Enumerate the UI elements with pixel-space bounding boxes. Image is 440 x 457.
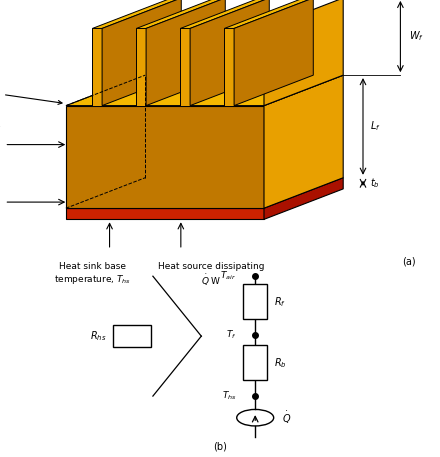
Polygon shape <box>264 75 343 208</box>
Text: $T_{air}$: $T_{air}$ <box>220 270 237 282</box>
Text: $t_b$: $t_b$ <box>370 176 379 190</box>
Text: $R_b$: $R_b$ <box>274 356 286 370</box>
Polygon shape <box>264 178 343 219</box>
Text: $R_f$: $R_f$ <box>274 295 286 308</box>
Polygon shape <box>102 0 181 106</box>
Text: $\dot{Q}$: $\dot{Q}$ <box>282 409 291 426</box>
Text: $T_f$: $T_f$ <box>226 329 237 341</box>
Text: $W_f$: $W_f$ <box>409 30 424 43</box>
Text: $L_f$: $L_f$ <box>370 120 380 133</box>
Text: Duct: Duct <box>0 87 62 104</box>
Polygon shape <box>224 28 234 106</box>
FancyBboxPatch shape <box>243 345 268 380</box>
Polygon shape <box>92 0 181 28</box>
Polygon shape <box>180 0 269 28</box>
Polygon shape <box>190 0 269 106</box>
Polygon shape <box>66 178 343 208</box>
Polygon shape <box>66 208 264 219</box>
Polygon shape <box>234 0 313 106</box>
FancyBboxPatch shape <box>243 284 268 319</box>
Polygon shape <box>92 28 102 106</box>
Polygon shape <box>180 28 190 106</box>
Polygon shape <box>136 28 146 106</box>
Text: $T_{hs}$: $T_{hs}$ <box>222 390 237 402</box>
Polygon shape <box>66 106 264 208</box>
Text: (b): (b) <box>213 441 227 451</box>
Polygon shape <box>136 0 225 28</box>
Text: Heat source dissipating
$\dot{Q}$ W: Heat source dissipating $\dot{Q}$ W <box>158 262 264 288</box>
Polygon shape <box>264 0 343 106</box>
Text: (a): (a) <box>403 256 416 266</box>
FancyBboxPatch shape <box>114 325 151 347</box>
Polygon shape <box>224 0 313 28</box>
Polygon shape <box>146 0 225 106</box>
Polygon shape <box>66 75 343 106</box>
Text: Heat sink base
temperature, $T_{hs}$: Heat sink base temperature, $T_{hs}$ <box>54 262 131 286</box>
Text: $R_{hs}$: $R_{hs}$ <box>90 329 107 343</box>
